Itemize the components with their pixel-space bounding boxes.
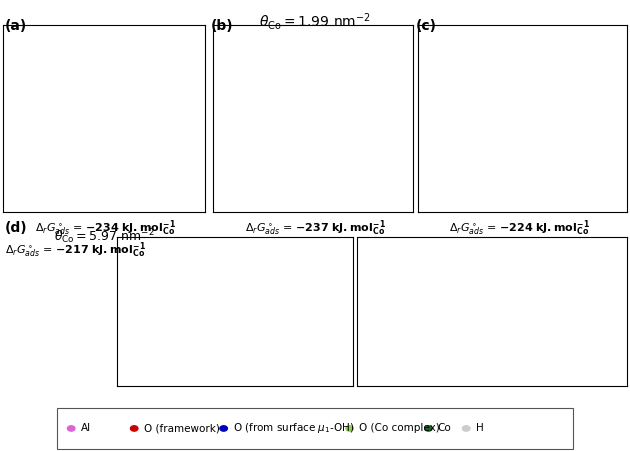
Text: (c): (c) (416, 19, 437, 33)
Text: Al: Al (81, 423, 91, 433)
Text: $\theta_{\mathrm{Co}} = 5.97\ \mathrm{nm}^{-2}$: $\theta_{\mathrm{Co}} = 5.97\ \mathrm{nm… (54, 227, 154, 245)
Text: (d): (d) (5, 221, 28, 235)
Text: $\theta_{\mathrm{Co}} = 1.99\ \mathrm{nm}^{-2}$: $\theta_{\mathrm{Co}} = 1.99\ \mathrm{nm… (259, 11, 371, 32)
Text: (a): (a) (5, 19, 27, 33)
Text: $\Delta_r G^\circ_{ads}$ = $\mathbf{-237\ kJ.mol_{Co}^{-1}}$: $\Delta_r G^\circ_{ads}$ = $\mathbf{-237… (244, 219, 386, 238)
Text: (b): (b) (211, 19, 234, 33)
Text: H: H (476, 423, 483, 433)
Text: O (framework): O (framework) (144, 423, 219, 433)
Text: O (Co complex): O (Co complex) (359, 423, 440, 433)
Text: $\Delta_r G^\circ_{ads}$ = $\mathbf{-234\ kJ.mol_{Co}^{-1}}$: $\Delta_r G^\circ_{ads}$ = $\mathbf{-234… (35, 219, 176, 238)
Text: $\Delta_r G^\circ_{ads}$ = $\mathbf{-217\ kJ.mol_{Co}^{-1}}$: $\Delta_r G^\circ_{ads}$ = $\mathbf{-217… (5, 240, 146, 260)
Text: O (from surface $\mu_1$-OH): O (from surface $\mu_1$-OH) (233, 421, 354, 436)
Text: $\Delta_r G^\circ_{ads}$ = $\mathbf{-224\ kJ.mol_{Co}^{-1}}$: $\Delta_r G^\circ_{ads}$ = $\mathbf{-224… (449, 219, 590, 238)
Text: Co: Co (438, 423, 452, 433)
